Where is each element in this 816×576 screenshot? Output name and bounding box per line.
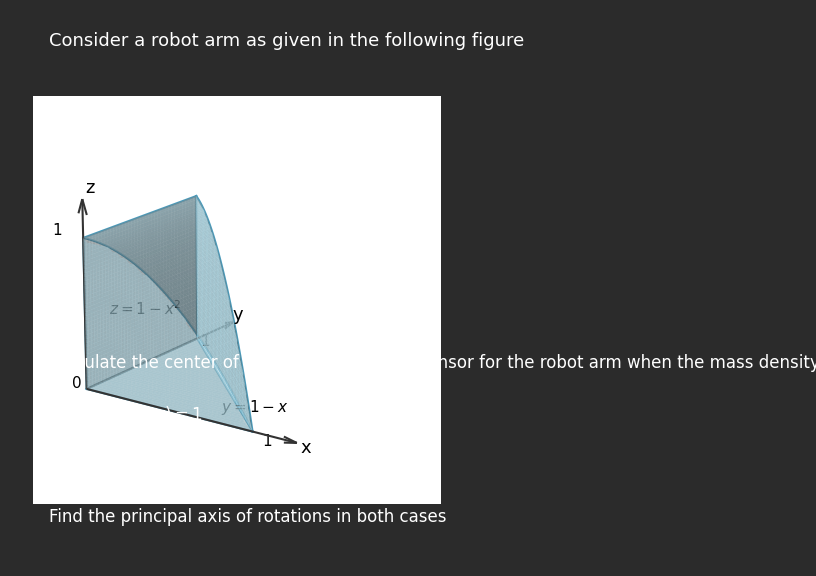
Text: $\rho(x, y, z) = 1$: $\rho(x, y, z) = 1$ [102, 404, 202, 426]
Text: •: • [78, 406, 88, 424]
Text: Calculate the center of mass and the inertia tensor for the robot arm when the m: Calculate the center of mass and the ine… [49, 354, 816, 372]
Text: $\rho(x, y, z) = 0.5 + x$: $\rho(x, y, z) = 0.5 + x$ [102, 450, 251, 472]
Text: •: • [78, 452, 88, 470]
Text: Find the principal axis of rotations in both cases: Find the principal axis of rotations in … [49, 508, 446, 526]
Text: Consider a robot arm as given in the following figure: Consider a robot arm as given in the fol… [49, 32, 524, 50]
